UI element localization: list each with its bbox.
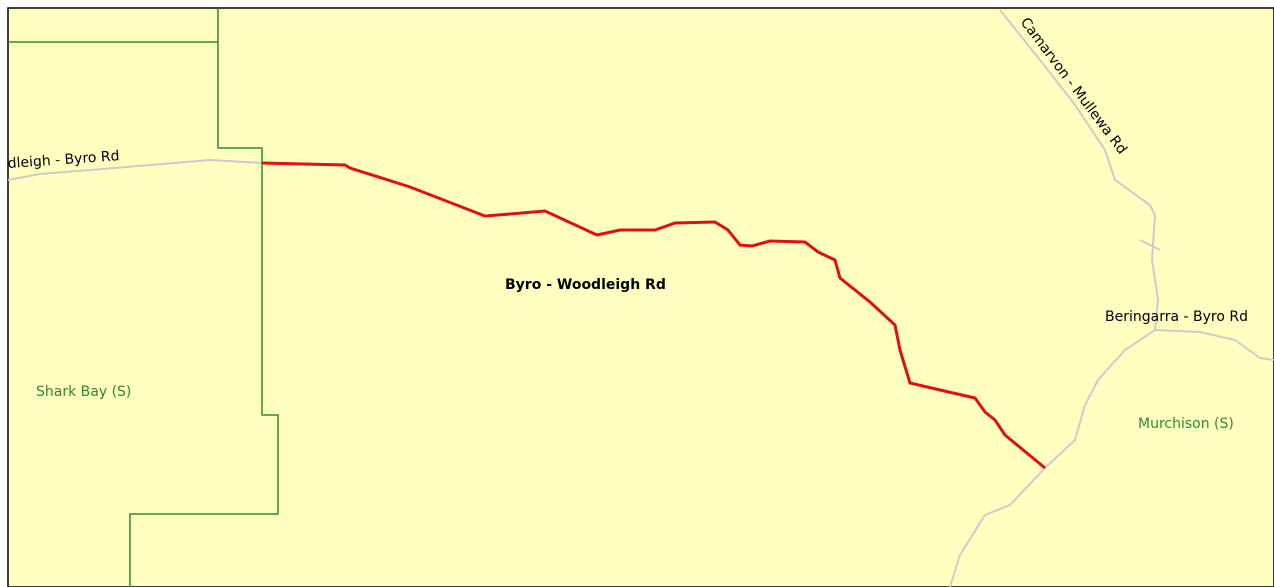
region-label: Shark Bay (S) bbox=[36, 384, 131, 400]
road-label: Byro - Woodleigh Rd bbox=[505, 277, 666, 293]
road-label: dleigh - Byro Rd bbox=[7, 148, 120, 172]
map-background bbox=[7, 7, 1274, 587]
boundaries bbox=[8, 8, 279, 587]
highlighted-road bbox=[261, 161, 1046, 470]
roads bbox=[7, 9, 1274, 587]
road bbox=[999, 9, 1160, 331]
road-label: Beringarra - Byro Rd bbox=[1105, 309, 1248, 325]
region-label: Murchison (S) bbox=[1138, 416, 1234, 432]
road bbox=[1139, 239, 1161, 251]
road bbox=[7, 158, 263, 181]
road bbox=[949, 329, 1156, 587]
boundary bbox=[129, 8, 279, 587]
road bbox=[1154, 329, 1274, 361]
